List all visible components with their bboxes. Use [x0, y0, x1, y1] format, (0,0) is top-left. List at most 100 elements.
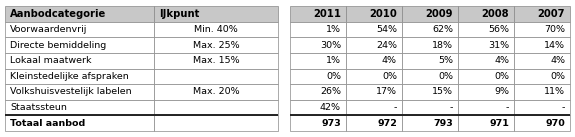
- Bar: [514, 100, 570, 115]
- Bar: [5, 53, 154, 68]
- Bar: [346, 100, 402, 115]
- Bar: [458, 53, 514, 68]
- Text: 2007: 2007: [538, 9, 565, 19]
- Bar: [5, 115, 154, 131]
- Text: 1%: 1%: [326, 56, 341, 65]
- Text: 24%: 24%: [376, 41, 397, 50]
- Bar: [402, 68, 458, 84]
- Text: 5%: 5%: [438, 56, 453, 65]
- Bar: [514, 22, 570, 37]
- Bar: [514, 68, 570, 84]
- Bar: [402, 37, 458, 53]
- Text: -: -: [450, 103, 453, 112]
- Text: 54%: 54%: [376, 25, 397, 34]
- Bar: [458, 6, 514, 22]
- Bar: [290, 37, 346, 53]
- Bar: [154, 68, 278, 84]
- Text: Staatssteun: Staatssteun: [10, 103, 67, 112]
- Bar: [154, 22, 278, 37]
- Text: 18%: 18%: [432, 41, 453, 50]
- Text: 14%: 14%: [544, 41, 565, 50]
- Text: 0%: 0%: [326, 72, 341, 81]
- Text: 2010: 2010: [369, 9, 397, 19]
- Bar: [346, 22, 402, 37]
- Text: Volkshuisvestelijk labelen: Volkshuisvestelijk labelen: [10, 87, 132, 96]
- Text: 0%: 0%: [438, 72, 453, 81]
- Bar: [5, 100, 154, 115]
- Text: 30%: 30%: [320, 41, 341, 50]
- Bar: [458, 84, 514, 100]
- Text: IJkpunt: IJkpunt: [159, 9, 199, 19]
- Text: 2009: 2009: [426, 9, 453, 19]
- Bar: [5, 68, 154, 84]
- Bar: [402, 53, 458, 68]
- Text: Max. 20%: Max. 20%: [193, 87, 239, 96]
- Bar: [346, 6, 402, 22]
- Bar: [402, 84, 458, 100]
- Bar: [402, 100, 458, 115]
- Text: 1%: 1%: [326, 25, 341, 34]
- Text: Aanbodcategorie: Aanbodcategorie: [10, 9, 106, 19]
- Text: 42%: 42%: [320, 103, 341, 112]
- Text: Totaal aanbod: Totaal aanbod: [10, 119, 85, 128]
- Text: 4%: 4%: [382, 56, 397, 65]
- Text: Min. 40%: Min. 40%: [194, 25, 238, 34]
- Bar: [154, 37, 278, 53]
- Text: 793: 793: [433, 119, 453, 128]
- Text: 70%: 70%: [544, 25, 565, 34]
- Text: 17%: 17%: [376, 87, 397, 96]
- Bar: [154, 84, 278, 100]
- Text: 2011: 2011: [313, 9, 341, 19]
- Text: Lokaal maatwerk: Lokaal maatwerk: [10, 56, 91, 65]
- Bar: [514, 53, 570, 68]
- Bar: [346, 37, 402, 53]
- Text: Directe bemiddeling: Directe bemiddeling: [10, 41, 106, 50]
- Text: -: -: [505, 103, 509, 112]
- Bar: [290, 115, 346, 131]
- Bar: [458, 37, 514, 53]
- Text: Max. 25%: Max. 25%: [193, 41, 239, 50]
- Bar: [5, 22, 154, 37]
- Bar: [402, 6, 458, 22]
- Text: 972: 972: [377, 119, 397, 128]
- Text: 4%: 4%: [550, 56, 565, 65]
- Bar: [458, 115, 514, 131]
- Text: 4%: 4%: [494, 56, 509, 65]
- Text: 15%: 15%: [432, 87, 453, 96]
- Text: 0%: 0%: [382, 72, 397, 81]
- Bar: [514, 84, 570, 100]
- Text: 62%: 62%: [432, 25, 453, 34]
- Text: Max. 15%: Max. 15%: [193, 56, 239, 65]
- Bar: [458, 68, 514, 84]
- Bar: [458, 100, 514, 115]
- Bar: [154, 115, 278, 131]
- Bar: [154, 100, 278, 115]
- Text: Voorwaardenvrij: Voorwaardenvrij: [10, 25, 87, 34]
- Bar: [5, 6, 154, 22]
- Bar: [514, 6, 570, 22]
- Text: 973: 973: [321, 119, 341, 128]
- Bar: [290, 100, 346, 115]
- Bar: [402, 115, 458, 131]
- Text: 2008: 2008: [481, 9, 509, 19]
- Bar: [514, 37, 570, 53]
- Text: 26%: 26%: [320, 87, 341, 96]
- Bar: [346, 115, 402, 131]
- Bar: [290, 22, 346, 37]
- Bar: [154, 53, 278, 68]
- Bar: [402, 22, 458, 37]
- Bar: [5, 37, 154, 53]
- Text: 11%: 11%: [544, 87, 565, 96]
- Bar: [5, 84, 154, 100]
- Text: 970: 970: [545, 119, 565, 128]
- Bar: [290, 84, 346, 100]
- Text: 0%: 0%: [550, 72, 565, 81]
- Text: Kleinstedelijke afspraken: Kleinstedelijke afspraken: [10, 72, 129, 81]
- Bar: [290, 53, 346, 68]
- Bar: [290, 68, 346, 84]
- Bar: [514, 115, 570, 131]
- Bar: [346, 84, 402, 100]
- Text: 56%: 56%: [488, 25, 509, 34]
- Bar: [458, 22, 514, 37]
- Bar: [346, 68, 402, 84]
